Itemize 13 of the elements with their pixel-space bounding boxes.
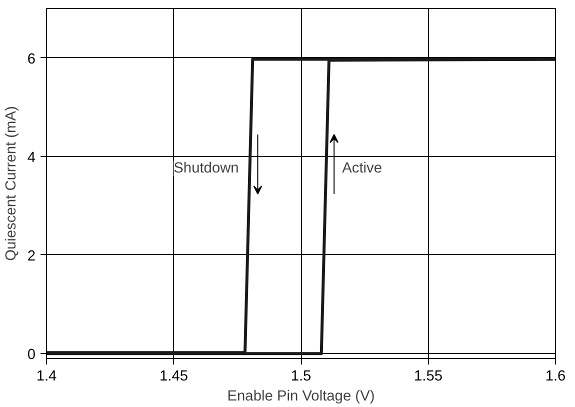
annotation: Active: [342, 160, 382, 176]
annotation: Shutdown: [174, 160, 239, 176]
x-tick-label: 1.45: [159, 368, 188, 384]
x-tick-label: 1.6: [545, 368, 566, 384]
y-tick-label: 4: [27, 150, 36, 166]
x-tick-label: 1.4: [36, 368, 57, 384]
y-tick-label: 2: [27, 248, 36, 264]
y-tick-label: 6: [27, 51, 36, 68]
x-tick-label: 1.5: [290, 368, 312, 384]
x-axis-title: Enable Pin Voltage (V): [227, 388, 375, 404]
x-tick-label: 1.55: [414, 368, 443, 384]
y-tick-label: 0: [27, 347, 36, 364]
y-axis-title: Quiescent Current (mA): [3, 106, 20, 261]
